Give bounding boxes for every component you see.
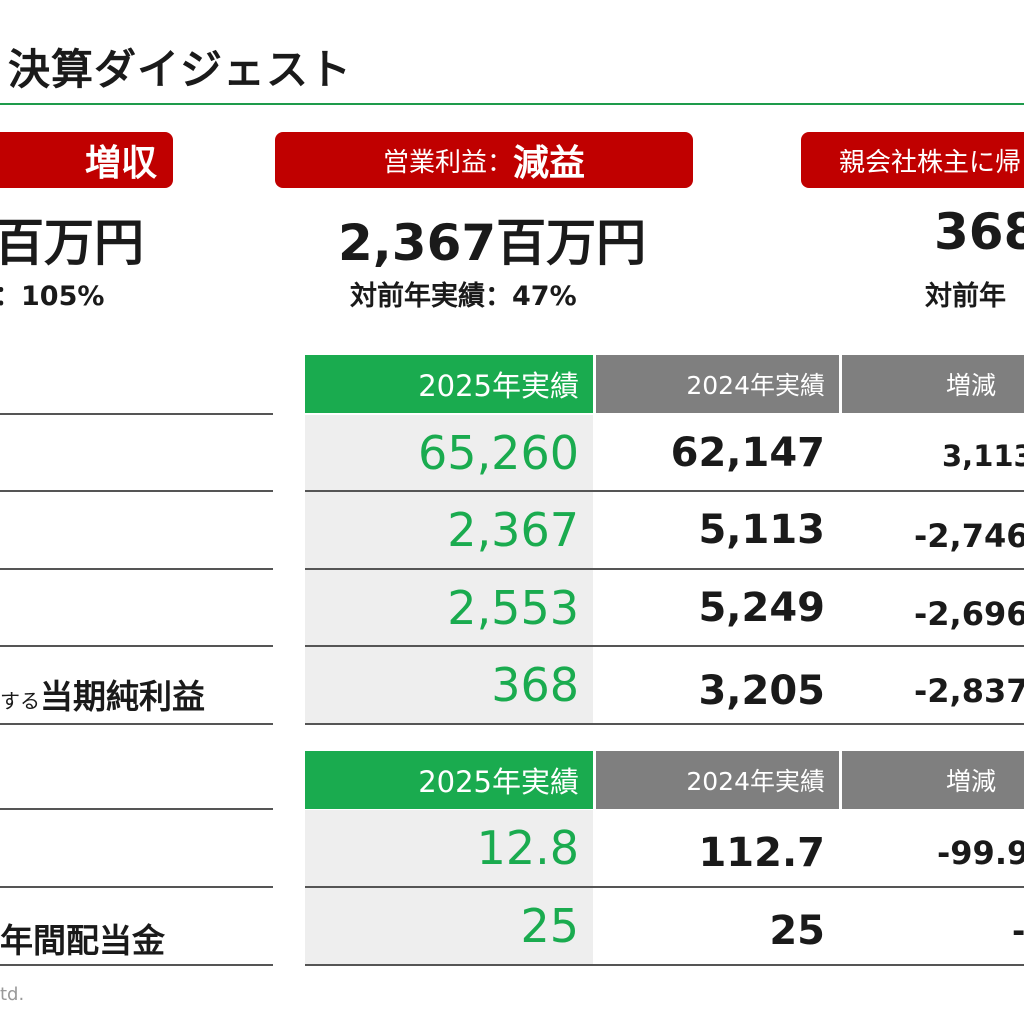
label-divider (0, 490, 273, 492)
table1-header-current: 2025年実績 (305, 355, 593, 413)
label-divider (0, 964, 273, 966)
label-divider (0, 568, 273, 570)
table2-header-current: 2025年実績 (305, 751, 593, 809)
table2-row2-previous: 25 (769, 908, 825, 954)
title-underline (0, 103, 1024, 105)
table1-row3-current: 2,553 (305, 570, 593, 646)
table1-row4-previous: 3,205 (698, 668, 825, 714)
table1-row3-previous: 5,249 (698, 585, 825, 631)
table1-row2-previous: 5,113 (698, 507, 825, 553)
table1-row4-current: 368 (305, 647, 593, 723)
table2-header-previous: 2024年実績 (596, 751, 839, 809)
footer-copyright: td. (0, 984, 25, 1005)
table2-row2-label: 年間配当金 (0, 914, 165, 962)
kpi-badge-op-small: 営業利益： (382, 147, 513, 178)
table1-row4-label-main: 当期純利益 (40, 677, 205, 716)
table2-row-divider (305, 886, 1024, 888)
label-divider (0, 645, 273, 647)
kpi-value-operating-profit: 2,367百万円 (338, 214, 647, 272)
table1-row4-label-small: する (0, 689, 40, 713)
table2-row1-current: 12.8 (305, 810, 593, 886)
table1-row1-current: 65,260 (305, 415, 593, 491)
table1-row2-diff: -2,746 (914, 517, 1024, 555)
table1-row-divider (305, 490, 1024, 492)
table1-row4-diff: -2,837 (914, 672, 1024, 710)
kpi-sub-net-income: 対前年 (925, 281, 1006, 312)
page-title: 決算ダイジェスト (8, 45, 353, 94)
kpi-badge-net-income: 親会社株主に帰 (801, 132, 1024, 188)
table1-header-previous: 2024年実績 (596, 355, 839, 413)
label-divider (0, 723, 273, 725)
kpi-badge-net-small: 親会社株主に帰 (839, 147, 1022, 178)
kpi-badge-op-big: 減益 (513, 143, 586, 184)
kpi-badge-sales: 増収 (0, 132, 173, 188)
table1-header-diff: 増減 (842, 355, 1024, 413)
table2-row2-label-main: 年間配当金 (0, 921, 165, 960)
label-divider (0, 886, 273, 888)
table1-row1-previous: 62,147 (670, 430, 825, 476)
table1-row-divider (305, 645, 1024, 647)
kpi-sub-sales: ：105% (0, 281, 105, 312)
table2-row2-current: 25 (305, 888, 593, 964)
label-divider (0, 808, 273, 810)
table1-row2-current: 2,367 (305, 492, 593, 568)
kpi-value-sales: 百万円 (0, 214, 144, 272)
table2-row1-previous: 112.7 (698, 830, 825, 876)
table1-row4-label: する当期純利益 (0, 670, 205, 718)
table1-row1-diff: 3,113 (942, 439, 1024, 473)
label-divider (0, 413, 273, 415)
table1-row3-diff: -2,696 (914, 595, 1024, 633)
table2-row1-diff: -99.9 (937, 834, 1024, 872)
kpi-badge-sales-big: 増収 (84, 143, 157, 184)
kpi-badge-operating-profit: 営業利益： 減益 (275, 132, 693, 188)
kpi-sub-operating-profit: 対前年実績：47% (350, 281, 577, 312)
table2-row2-diff: - (1012, 912, 1024, 950)
table1-row-divider (305, 568, 1024, 570)
kpi-value-net-income: 368 (934, 203, 1024, 261)
table1-row-divider (305, 723, 1024, 725)
table2-header-diff: 増減 (842, 751, 1024, 809)
table2-row-divider (305, 964, 1024, 966)
